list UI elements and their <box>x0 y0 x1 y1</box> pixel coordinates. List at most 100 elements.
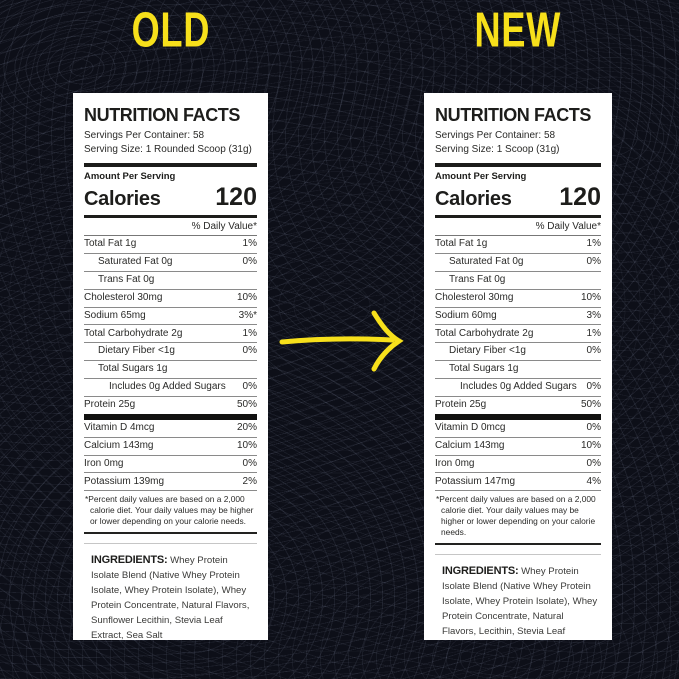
vitamin-name: Calcium 143mg <box>435 439 505 451</box>
nutrient-row: Dietary Fiber <1g 0% <box>435 343 601 362</box>
servings-per-container: Servings Per Container: 58 <box>435 130 556 141</box>
nutrient-name: Trans Fat 0g <box>98 273 155 285</box>
vitamin-daily-value: 0% <box>242 457 257 469</box>
serving-size: Serving Size: 1 Scoop (31g) <box>435 144 560 155</box>
nutrient-daily-value: 0% <box>242 381 257 393</box>
ingredients-label: INGREDIENTS: <box>91 554 168 567</box>
nutrient-name: Includes 0g Added Sugars <box>460 381 577 393</box>
nutrient-row: Protein 25g 50% <box>84 397 257 414</box>
section-divider <box>84 543 257 545</box>
vitamin-daily-value: 10% <box>236 439 257 451</box>
vitamin-row: Potassium 147mg 4% <box>435 473 601 492</box>
nutrient-name: Trans Fat 0g <box>449 273 506 285</box>
vitamin-name: Potassium 139mg <box>84 475 165 487</box>
vitamin-row: Calcium 143mg 10% <box>84 438 257 456</box>
nutrient-row: Sodium 65mg 3%* <box>84 308 257 326</box>
old-title-text: OLD <box>131 3 210 58</box>
nutrient-row: Total Carbohydrate 2g 1% <box>84 325 257 344</box>
old-nutrition-label: NUTRITION FACTS Servings Per Container: … <box>73 93 268 640</box>
nutrient-name: Protein 25g <box>435 399 487 411</box>
vitamin-daily-value: 2% <box>242 475 257 487</box>
nutrient-daily-value: 0% <box>586 345 601 357</box>
nutrient-row: Trans Fat 0g <box>435 272 601 290</box>
vitamin-row: Iron 0mg 0% <box>84 456 257 474</box>
amount-per-serving-label: Amount Per Serving <box>435 171 527 182</box>
nutrients-list: Total Fat 1g 1% Saturated Fat 0g 0% Tran… <box>435 236 601 414</box>
nutrient-name: Includes 0g Added Sugars <box>109 381 226 393</box>
daily-value-header: % Daily Value* <box>84 218 257 236</box>
calories-row: Calories 120 <box>84 183 257 212</box>
nutrient-daily-value: 10% <box>580 291 601 303</box>
ingredients-text: Whey Protein Isolate Blend (Native Whey … <box>91 555 250 640</box>
nutrient-daily-value: 50% <box>580 399 601 411</box>
vitamin-row: Iron 0mg 0% <box>435 456 601 474</box>
divider-thick <box>435 163 601 167</box>
calories-value: 120 <box>215 183 257 211</box>
calories-label: Calories <box>435 188 512 210</box>
nutrient-daily-value: 0% <box>586 256 601 268</box>
vitamin-daily-value: 0% <box>586 421 601 433</box>
vitamin-row: Vitamin D 0mcg 0% <box>435 420 601 438</box>
nutrient-name: Total Sugars 1g <box>98 363 168 375</box>
vitamins-list: Vitamin D 4mcg 20% Calcium 143mg 10% Iro… <box>84 420 257 492</box>
nutrient-row: Total Sugars 1g <box>435 361 601 379</box>
nutrients-list: Total Fat 1g 1% Saturated Fat 0g 0% Tran… <box>84 236 257 414</box>
vitamin-daily-value: 20% <box>236 421 257 433</box>
calories-label: Calories <box>84 188 161 210</box>
nutrient-name: Sodium 60mg <box>435 309 497 321</box>
nutrient-name: Saturated Fat 0g <box>98 256 173 268</box>
vitamin-name: Potassium 147mg <box>435 475 516 487</box>
nutrient-row: Saturated Fat 0g 0% <box>435 254 601 272</box>
ingredients-block: INGREDIENTS: Whey Protein Isolate Blend … <box>435 563 601 640</box>
new-title-text: NEW <box>474 3 562 58</box>
vitamin-name: Iron 0mg <box>435 457 475 469</box>
nutrient-name: Dietary Fiber <1g <box>98 345 175 357</box>
nutrient-row: Total Sugars 1g <box>84 361 257 379</box>
vitamin-row: Potassium 139mg 2% <box>84 473 257 492</box>
nutrient-daily-value: 1% <box>242 238 257 250</box>
nutrient-row: Sodium 60mg 3% <box>435 308 601 326</box>
vitamin-daily-value: 10% <box>580 439 601 451</box>
divider-medium <box>84 215 257 218</box>
nutrient-row: Includes 0g Added Sugars 0% <box>435 379 601 397</box>
serving-size: Serving Size: 1 Rounded Scoop (31g) <box>84 144 252 155</box>
nutrient-row: Saturated Fat 0g 0% <box>84 254 257 272</box>
vitamin-daily-value: 0% <box>586 457 601 469</box>
new-nutrition-label: NUTRITION FACTS Servings Per Container: … <box>424 93 612 640</box>
nutrient-row: Cholesterol 30mg 10% <box>84 290 257 308</box>
nutrient-name: Dietary Fiber <1g <box>449 345 526 357</box>
vitamin-daily-value: 4% <box>586 475 601 487</box>
ingredients-text: Whey Protein Isolate Blend (Native Whey … <box>442 565 598 637</box>
nutrient-name: Protein 25g <box>84 399 136 411</box>
nutrient-name: Saturated Fat 0g <box>449 256 524 268</box>
nutrient-row: Total Fat 1g 1% <box>84 236 257 254</box>
nutrient-daily-value: 0% <box>586 381 601 393</box>
divider-medium <box>435 215 601 218</box>
nutrition-facts-heading: NUTRITION FACTS <box>435 105 591 125</box>
nutrient-name: Sodium 65mg <box>84 309 146 321</box>
nutrient-daily-value: 0% <box>242 345 257 357</box>
section-divider <box>435 553 601 555</box>
daily-value-header: % Daily Value* <box>435 218 601 236</box>
nutrient-row: Protein 25g 50% <box>435 397 601 414</box>
vitamin-name: Vitamin D 4mcg <box>84 421 155 433</box>
nutrient-daily-value: 1% <box>586 238 601 250</box>
nutrient-name: Total Carbohydrate 2g <box>84 327 183 339</box>
new-title: NEW <box>424 3 612 58</box>
nutrient-name: Total Fat 1g <box>435 238 488 250</box>
nutrient-daily-value: 10% <box>236 291 257 303</box>
nutrient-name: Cholesterol 30mg <box>84 291 163 303</box>
vitamin-row: Vitamin D 4mcg 20% <box>84 420 257 438</box>
servings-per-container: Servings Per Container: 58 <box>84 130 205 141</box>
nutrient-daily-value: 0% <box>242 256 257 268</box>
divider-thick <box>84 163 257 167</box>
nutrient-row: Total Carbohydrate 2g 1% <box>435 325 601 344</box>
vitamins-list: Vitamin D 0mcg 0% Calcium 143mg 10% Iron… <box>435 420 601 492</box>
nutrient-row: Cholesterol 30mg 10% <box>435 290 601 308</box>
divider-protein-thick <box>84 413 257 420</box>
nutrition-facts-heading: NUTRITION FACTS <box>84 105 240 125</box>
nutrient-daily-value: 1% <box>242 327 257 339</box>
calories-row: Calories 120 <box>435 183 601 212</box>
vitamin-row: Calcium 143mg 10% <box>435 438 601 456</box>
